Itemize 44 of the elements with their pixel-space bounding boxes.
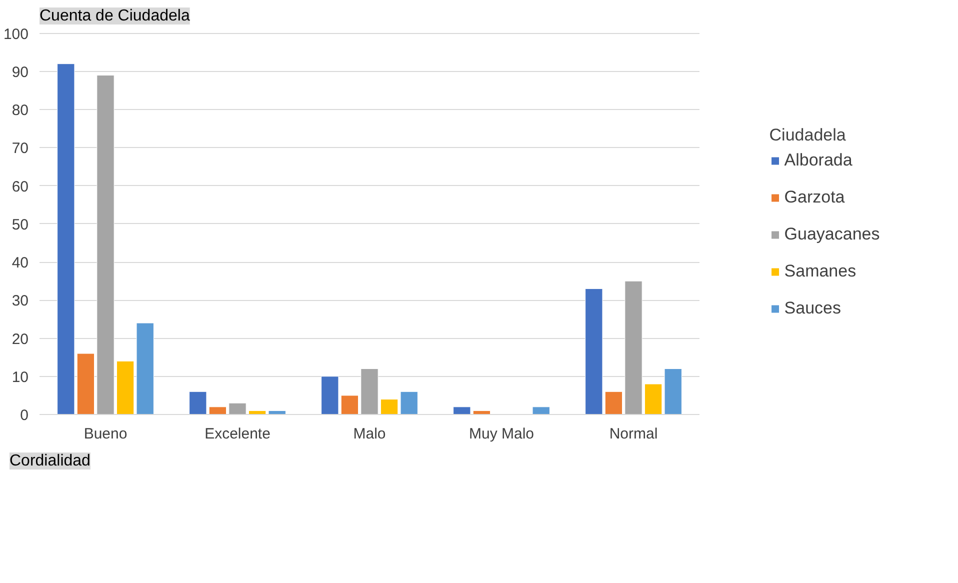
chart-title: Cuenta de Ciudadela [40,8,190,24]
y-tick-label: 0 [20,407,28,424]
bar [380,399,398,414]
y-tick-label: 40 [12,254,29,272]
y-tick-label: 100 [3,26,29,43]
bar [189,391,207,414]
bar [585,288,603,414]
bar [228,402,246,414]
bar [208,406,227,414]
y-tick-label: 30 [12,292,29,310]
bar [321,376,339,414]
bar [340,395,359,414]
y-tick-label: 60 [12,178,29,196]
legend-label: Garzota [784,187,845,207]
legend-label: Samanes [784,261,856,281]
bar [453,406,471,414]
bar [400,391,418,414]
y-tick-label: 50 [12,216,29,234]
bar [76,353,95,414]
x-tick-label: Malo [353,426,386,442]
x-tick-label: Normal [609,426,658,442]
y-tick-label: 80 [12,102,29,120]
y-tick-label: 70 [12,140,29,158]
bar [624,280,642,414]
bar [136,322,154,414]
y-tick-label: 10 [12,368,29,386]
bar [360,368,378,414]
bar [644,384,662,414]
x-tick-label: Muy Malo [468,426,534,442]
x-axis-title: Cordialidad [10,452,90,470]
bar [532,406,550,414]
legend-title: Ciudadela [769,125,847,145]
bar [96,74,114,414]
bar [57,64,75,414]
legend-label: Guayacanes [784,224,880,244]
x-tick-label: Bueno [84,426,128,442]
legend-label: Sauces [784,298,841,318]
bar [604,391,623,414]
bar [116,360,134,414]
y-tick-label: 90 [12,64,29,81]
legend-label: Alborada [784,150,852,170]
y-tick-label: 20 [12,330,29,348]
x-tick-label: Excelente [204,426,270,442]
bar [664,368,682,414]
